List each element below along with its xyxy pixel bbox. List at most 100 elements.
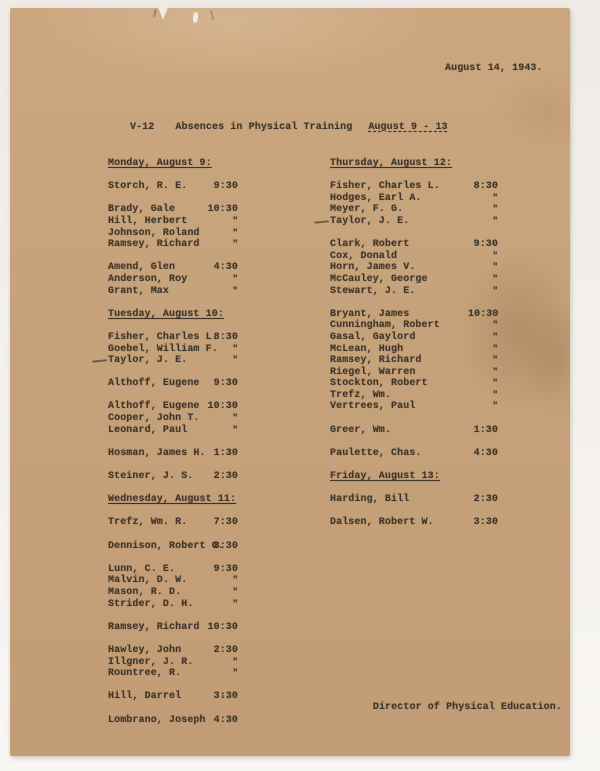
title-prefix: V-12 <box>130 122 155 133</box>
student-name: Harding, Bill <box>330 494 410 506</box>
absence-time: 4:30 <box>213 262 238 274</box>
student-name: Fisher, Charles L. <box>330 181 440 193</box>
absence-row: Dennison, Robert C. 8:30 <box>108 541 343 553</box>
student-name: Brady, Gale <box>108 204 176 216</box>
pencil-scribble <box>209 9 215 21</box>
absence-time: 9:30 <box>213 181 238 193</box>
absence-row: Anderson, Roy " <box>108 274 343 286</box>
absence-row: Brady, Gale 10:30 <box>108 204 343 216</box>
time-group: Amend, Glen 4:30 Anderson, Roy " Grant, Max " <box>108 262 343 297</box>
absence-row: Amend, Glen 4:30 <box>108 262 343 274</box>
scanned-document-paper: August 14, 1943. V-12 Absences in Physica… <box>10 7 570 756</box>
student-name: Steiner, J. S. <box>108 471 194 483</box>
ditto-mark: " <box>492 355 498 366</box>
absence-row: Vertrees, Paul " <box>330 401 565 413</box>
pencil-dash-mark <box>91 359 108 363</box>
time-group: Trefz, Wm. R. 7:30 <box>108 517 343 529</box>
absence-row: Johnson, Roland " <box>108 228 343 240</box>
time-group: Brady, Gale 10:30 Hill, Herbert " Johnson, R… <box>108 204 343 250</box>
absence-row: Cunningham, Robert " <box>330 320 565 332</box>
time-group: Dalsen, Robert W. 3:30 <box>330 517 565 529</box>
absence-row: Grant, Max " <box>108 286 343 298</box>
time-group: Storch, R. E. 9:30 <box>108 181 343 193</box>
absence-row: Harding, Bill 2:30 <box>330 494 565 506</box>
absence-row: Greer, Wm. 1:30 <box>330 425 565 437</box>
student-name: Cooper, John T. <box>108 413 200 425</box>
student-name: Ramsey, Richard <box>330 355 422 367</box>
absence-row: Goebel, William F. " <box>108 344 343 356</box>
absence-row: Hodges, Earl A. " <box>330 193 565 205</box>
time-group: Hosman, James H. 1:30 <box>108 448 343 460</box>
ditto-mark: " <box>492 250 498 261</box>
absence-time: 8:30 <box>473 181 498 193</box>
absence-row: Taylor, J. E. " <box>91 355 343 367</box>
absence-row: Riegel, Warren " <box>330 367 565 379</box>
ditto-mark: " <box>492 320 498 331</box>
ditto-mark: " <box>232 273 238 284</box>
ditto-mark: " <box>232 424 238 435</box>
ditto-mark: " <box>232 586 238 597</box>
absence-time: 10:30 <box>207 204 238 216</box>
student-name: Althoff, Eugene <box>108 378 200 390</box>
student-name: Gasal, Gaylord <box>330 331 416 343</box>
ditto-mark: " <box>232 239 238 250</box>
absence-time: 9:30 <box>473 239 498 251</box>
student-name: Hosman, James H. <box>108 447 206 459</box>
day-section: Wednesday, August 11: Trefz, Wm. R. 7:30 De… <box>108 494 343 726</box>
pencil-scribble <box>153 8 157 18</box>
document-date: August 14, 1943. <box>445 63 543 74</box>
title-date-range: August 9 - 13 <box>368 122 448 133</box>
student-name: Taylor, J. E. <box>330 215 410 227</box>
student-name: Leonard, Paul <box>108 424 188 436</box>
student-name: Greer, Wm. <box>330 424 392 436</box>
student-name: Hill, Darrel <box>108 691 182 703</box>
student-name: Johnson, Roland <box>108 227 200 239</box>
absence-time: 8:30 <box>213 540 238 552</box>
student-name: Cox, Donald <box>330 250 398 262</box>
absence-row: Gasal, Gaylord " <box>330 332 565 344</box>
student-name: Dennison, Robert C. <box>108 540 224 552</box>
student-name: McCauley, George <box>330 273 428 285</box>
absence-row: Meyer, F. G. " <box>330 204 565 216</box>
student-name: Stewart, J. E. <box>330 285 416 297</box>
absence-row: Steiner, J. S. 2:30 <box>108 471 343 483</box>
time-group: Fisher, Charles L. 8:30 Goebel, William F.… <box>91 331 343 367</box>
absence-row: Trefz, Wm. " <box>330 390 565 402</box>
absence-time: 2:30 <box>213 644 238 656</box>
paper-tear-notch <box>158 7 168 20</box>
student-name: Hawley, John <box>108 644 182 656</box>
time-group: Greer, Wm. 1:30 <box>330 425 565 437</box>
absence-time: 8:30 <box>213 331 238 343</box>
absence-row: Strider, D. H. " <box>108 599 343 611</box>
ditto-mark: " <box>492 389 498 400</box>
absence-time: 3:30 <box>213 691 238 703</box>
student-name: Paulette, Chas. <box>330 447 422 459</box>
day-section: Tuesday, August 10: Fisher, Charles L. 8:3… <box>91 308 343 483</box>
time-group: Hawley, John 2:30 Illgner, J. R. " Rountree,… <box>108 645 343 680</box>
absence-time: 9:30 <box>213 563 238 575</box>
signature-line: Director of Physical Education. <box>372 702 562 713</box>
day-heading: Monday, August 9: <box>108 158 212 169</box>
time-group: Steiner, J. S. 2:30 <box>108 471 343 483</box>
time-group: Lombrano, Joseph 4:30 <box>108 715 343 727</box>
ditto-mark: " <box>492 273 498 284</box>
time-group: Clark, Robert 9:30 Cox, Donald " Horn, James… <box>330 239 565 297</box>
absence-time: 1:30 <box>473 424 498 436</box>
day-heading: Friday, August 13: <box>330 471 440 483</box>
absence-row: Malvin, D. W. " <box>108 575 343 587</box>
absence-time: 3:30 <box>473 517 498 529</box>
absence-row: Horn, James V. " <box>330 262 565 274</box>
ditto-mark: " <box>492 343 498 354</box>
absence-row: Cox, Donald " <box>330 251 565 263</box>
student-name: Rountree, R. <box>108 668 182 680</box>
day-heading: Thursday, August 12: <box>330 158 453 169</box>
time-group: Ramsey, Richard 10:30 <box>108 622 343 634</box>
day-heading: Tuesday, August 10: <box>108 308 224 320</box>
student-name: Hill, Herbert <box>108 215 188 227</box>
absence-time: 4:30 <box>473 447 498 459</box>
time-group: Harding, Bill 2:30 <box>330 494 565 506</box>
student-name: McLean, Hugh <box>330 343 404 355</box>
student-name: Horn, James V. <box>330 262 416 274</box>
day-heading: Wednesday, August 11: <box>108 494 237 506</box>
